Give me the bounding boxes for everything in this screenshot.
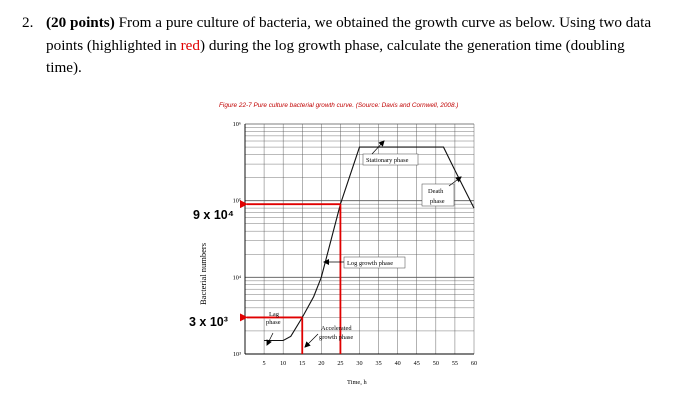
x-tick-labels: 5 10 15 20 25 30 35 40 45 50 55 60 bbox=[263, 360, 478, 367]
accelerated-phase-label-2: growth phase bbox=[319, 334, 353, 341]
question-text-part1: From a pure culture of bacteria, we obta… bbox=[46, 14, 652, 54]
death-phase-label-1: Death bbox=[428, 188, 444, 195]
x-tick-label: 20 bbox=[318, 360, 324, 367]
y-tick-label: 10⁵ bbox=[233, 198, 241, 205]
y-tick-labels: 10⁶ 10⁵ 10⁴ 10³ bbox=[233, 121, 242, 358]
figure-caption: Figure 22-7 Pure culture bacterial growt… bbox=[219, 102, 458, 109]
log-phase-label: Log growth phase bbox=[347, 260, 393, 267]
x-tick-label: 55 bbox=[452, 360, 458, 367]
x-tick-label: 25 bbox=[337, 360, 343, 367]
highlight-markers bbox=[240, 200, 342, 354]
x-tick-label: 30 bbox=[356, 360, 362, 367]
red-word: red bbox=[180, 36, 200, 54]
x-tick-label: 35 bbox=[375, 360, 381, 367]
y-tick-label: 10³ bbox=[233, 351, 241, 358]
lag-phase-label-2: phase bbox=[266, 319, 281, 326]
upper-highlight-label: 9 x 10⁴ bbox=[193, 208, 234, 222]
y-axis-label: Bacterial numbers bbox=[198, 243, 208, 305]
y-tick-label: 10⁴ bbox=[233, 274, 241, 281]
stationary-phase-label: Stationary phase bbox=[366, 157, 409, 164]
x-axis-label: Time, h bbox=[347, 379, 367, 386]
question-text-part2: ) during the log growth phase, calculate… bbox=[46, 36, 625, 77]
stationary-label-box bbox=[362, 153, 419, 166]
log-label-box bbox=[343, 256, 406, 269]
x-tick-label: 50 bbox=[433, 360, 439, 367]
question-points: (20 points) bbox=[46, 14, 115, 31]
question-number: 2. bbox=[22, 14, 34, 31]
death-label-box bbox=[421, 183, 455, 207]
x-tick-label: 45 bbox=[414, 360, 420, 367]
x-tick-label: 5 bbox=[263, 360, 266, 367]
lower-highlight-label: 3 x 10³ bbox=[189, 315, 228, 329]
x-tick-label: 40 bbox=[395, 360, 401, 367]
lag-arrow bbox=[266, 332, 274, 346]
accelerated-phase-label-1: Accelerated bbox=[321, 325, 352, 332]
stationary-arrow bbox=[371, 140, 385, 155]
x-tick-label: 15 bbox=[299, 360, 305, 367]
growth-curve-line bbox=[264, 146, 475, 342]
x-tick-label: 60 bbox=[471, 360, 477, 367]
growth-curve-path bbox=[264, 146, 475, 342]
question-text: (20 points) From a pure culture of bacte… bbox=[46, 12, 658, 80]
y-tick-label: 10⁶ bbox=[233, 121, 241, 128]
lag-phase-label-1: Lag bbox=[269, 311, 280, 318]
accelerated-arrow bbox=[304, 333, 319, 348]
death-arrow bbox=[448, 176, 462, 187]
x-tick-label: 10 bbox=[280, 360, 286, 367]
death-phase-label-2: phase bbox=[430, 198, 445, 205]
